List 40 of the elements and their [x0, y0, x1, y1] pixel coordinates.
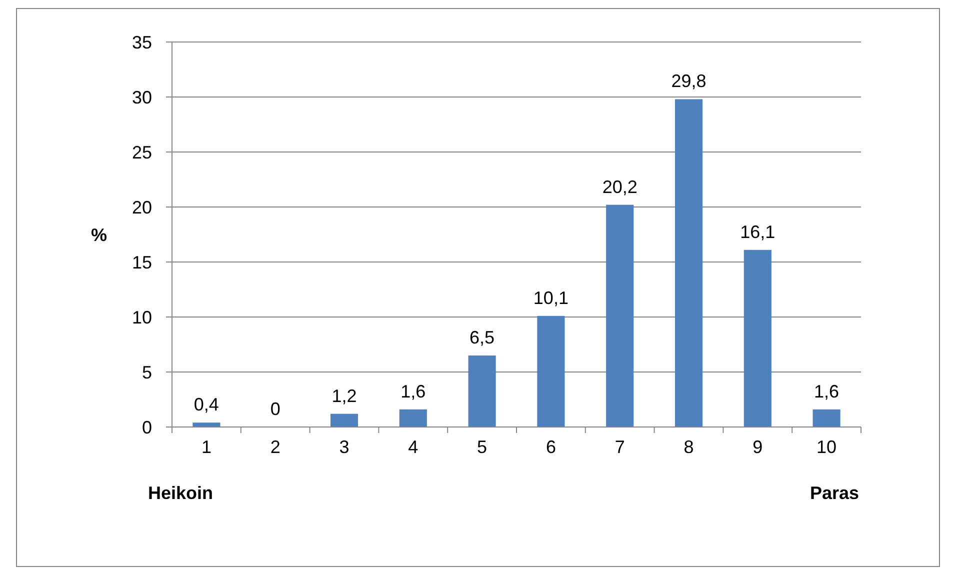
y-tick-label: 30 [132, 87, 152, 108]
data-label: 29,8 [671, 71, 706, 92]
x-tick-label: 10 [816, 437, 837, 457]
data-label: 16,1 [740, 222, 776, 242]
text: Heikoin [148, 483, 214, 503]
data-label: 10,1 [533, 288, 568, 308]
x-tick-label: 4 [408, 437, 418, 457]
bar [192, 422, 220, 427]
data-label: 1,6 [814, 381, 840, 402]
bar [606, 204, 634, 427]
bar [674, 99, 703, 427]
y-tick-label: 10 [132, 307, 152, 328]
data-label: 1,2 [332, 386, 357, 406]
x-tick-label: 3 [339, 437, 350, 457]
bar [399, 409, 427, 427]
data-label: 0,4 [194, 394, 219, 415]
data-label: 20,2 [602, 176, 638, 197]
x-tick-label: 8 [684, 437, 694, 457]
y-tick-label: 25 [132, 142, 152, 162]
bar [468, 356, 496, 427]
y-tick-label: 35 [132, 32, 152, 52]
y-tick-label: 15 [132, 252, 152, 272]
bar [812, 409, 840, 427]
y-tick-label: 5 [142, 362, 152, 382]
x-tick-label: 5 [477, 437, 488, 457]
bar [330, 414, 358, 427]
y-tick-label: 0 [142, 417, 152, 438]
y-axis-title: % [90, 224, 108, 245]
x-tick-label: 1 [201, 437, 212, 457]
data-label: 1,6 [400, 381, 426, 402]
text: Paras [810, 483, 859, 503]
bar [744, 250, 772, 427]
x-tick-label: 7 [614, 437, 625, 457]
x-tick-label: 2 [270, 437, 280, 457]
x-tick-label: 6 [546, 437, 556, 457]
x-tick-label: 9 [752, 437, 763, 457]
data-label: 0 [270, 399, 280, 419]
bar [537, 316, 565, 427]
data-label: 6,5 [470, 328, 495, 348]
y-tick-label: 20 [132, 197, 152, 218]
